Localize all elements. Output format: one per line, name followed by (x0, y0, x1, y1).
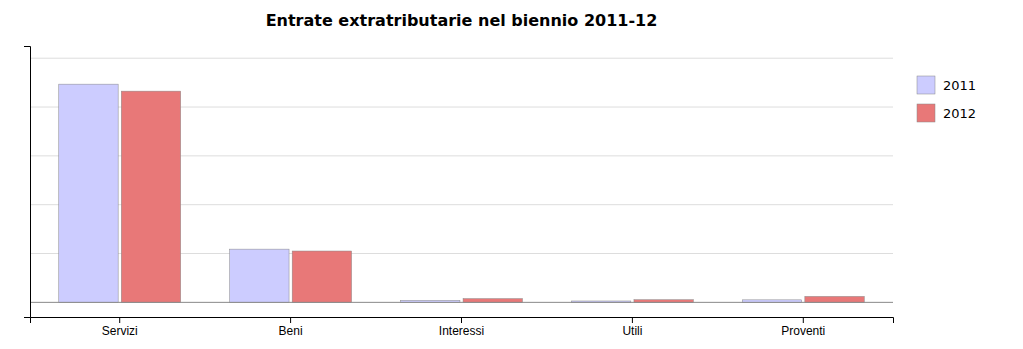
x-tick-mark (461, 317, 462, 323)
bar (230, 249, 289, 302)
title: Entrate extratributarie nel biennio 2011… (266, 11, 658, 30)
bar (121, 91, 180, 302)
baseline (30, 302, 893, 303)
legend: 2011 2012 (917, 76, 976, 122)
legend-item: 2011 (917, 76, 976, 94)
legend-label: 2012 (943, 106, 976, 121)
x-tick: Proventi (781, 317, 825, 338)
x-tick-mark (632, 317, 633, 323)
x-tick-label: Beni (279, 324, 303, 338)
plot-area: Servizi Beni Interessi Utili Proventi (24, 47, 894, 338)
y-axis (24, 47, 31, 318)
x-tick-label: Servizi (102, 324, 138, 338)
y-axis-line (24, 47, 31, 318)
chart-svg: Servizi Beni Interessi Utili Proventi Entrate… (0, 0, 1023, 349)
bar-series (121, 91, 864, 302)
bar (292, 251, 351, 302)
bar (805, 296, 864, 302)
x-axis-line (31, 318, 894, 324)
x-tick-mark (119, 317, 120, 323)
bar (59, 84, 118, 302)
legend-swatch (917, 104, 935, 122)
bars (59, 84, 864, 302)
legend-label: 2011 (943, 78, 976, 93)
chart-container: Servizi Beni Interessi Utili Proventi Entrate… (0, 0, 1023, 349)
bar-series (59, 84, 802, 302)
x-tick: Utili (622, 317, 642, 338)
x-tick-mark (290, 317, 291, 323)
x-tick: Interessi (439, 317, 484, 338)
x-tick-label: Proventi (781, 324, 825, 338)
x-tick-label: Utili (622, 324, 642, 338)
x-tick: Servizi (102, 317, 138, 338)
x-tick-mark (803, 317, 804, 323)
legend-swatch (917, 76, 935, 94)
x-axis: Servizi Beni Interessi Utili Proventi (31, 317, 894, 338)
x-tick: Beni (279, 317, 303, 338)
grid-line (30, 58, 893, 59)
legend-item: 2012 (917, 104, 976, 122)
bar (463, 299, 522, 303)
x-tick-label: Interessi (439, 324, 484, 338)
